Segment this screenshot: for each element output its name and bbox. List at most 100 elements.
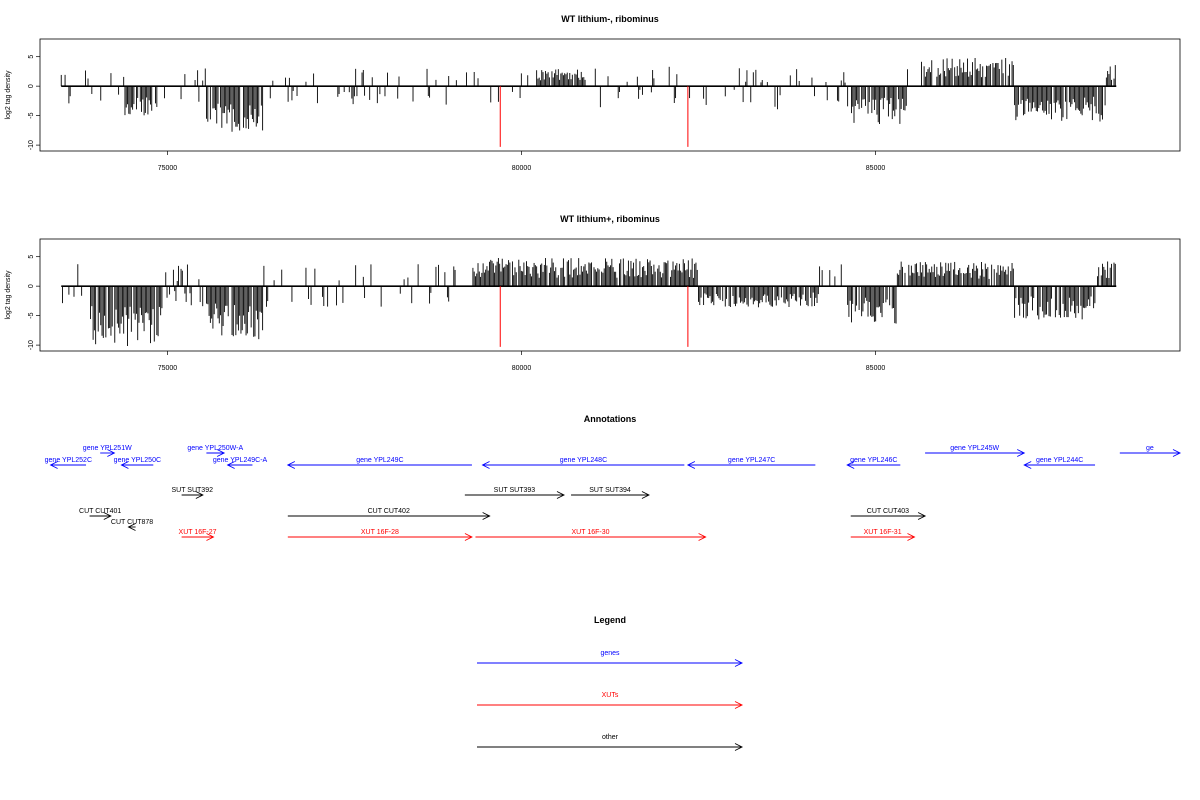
feature-arrowhead (49, 461, 58, 469)
annotation-feature: gene YPL250W-A (187, 445, 243, 457)
legend-panel: Legend genes XUTs other (477, 615, 744, 751)
feature-arrowhead (481, 461, 490, 469)
annotation-feature: SUT SUT394 (571, 487, 650, 499)
feature-label: ge (1146, 445, 1154, 452)
feature-arrowhead (127, 523, 136, 531)
annotation-feature: SUT SUT393 (464, 487, 565, 499)
legend-label: XUTs (602, 692, 619, 699)
feature-label: gene YPL249C (356, 457, 403, 464)
y-tick-label: 5 (28, 55, 35, 59)
density-bars (62, 258, 1116, 346)
feature-arrowhead (195, 491, 204, 499)
feature-label: gene YPL248C (560, 457, 607, 464)
legend-arrowhead (734, 743, 744, 751)
annotation-feature: gene YPL248C (481, 457, 685, 469)
feature-label: gene YPL246C (850, 457, 897, 464)
annotation-feature: XUT 16F-27 (179, 529, 217, 541)
legend-label: other (602, 734, 619, 741)
feature-arrowhead (1017, 449, 1026, 457)
feature-label: CUT CUT403 (867, 508, 909, 515)
feature-arrowhead (120, 461, 129, 469)
annotations-title: Annotations (584, 414, 637, 424)
feature-label: SUT SUT393 (494, 487, 536, 494)
annotation-feature: XUT 16F-31 (850, 529, 916, 541)
feature-label: SUT SUT394 (589, 487, 631, 494)
feature-label: gene YPL252C (45, 457, 92, 464)
feature-arrowhead (641, 491, 650, 499)
annotation-feature: ge (1119, 445, 1182, 457)
x-tick-label: 85000 (866, 165, 886, 172)
plot-frame (39, 38, 1181, 152)
y-tick-label: -5 (28, 112, 35, 118)
feature-label: XUT 16F-28 (361, 529, 399, 536)
feature-arrowhead (846, 461, 855, 469)
legend-item: other (477, 734, 744, 751)
x-tick-label: 80000 (512, 165, 532, 172)
y-tick-label: -10 (28, 340, 35, 350)
feature-label: gene YPL245W (950, 445, 999, 452)
feature-arrowhead (482, 512, 491, 520)
annotation-feature: CUT CUT401 (79, 508, 121, 520)
annotation-feature: XUT 16F-30 (475, 529, 707, 541)
feature-label: CUT CUT402 (368, 508, 410, 515)
y-axis-label: log2 tag density (5, 70, 12, 120)
annotation-feature: gene YPL249C-A (213, 457, 268, 469)
x-tick-label: 80000 (512, 365, 532, 372)
feature-arrowhead (917, 512, 927, 520)
annotation-feature: gene YPL252C (45, 457, 92, 469)
feature-label: CUT CUT401 (79, 508, 121, 515)
y-axis-label: log2 tag density (5, 270, 12, 320)
y-tick-label: 0 (28, 84, 35, 88)
y-tick-label: 5 (28, 255, 35, 259)
feature-label: XUT 16F-30 (572, 529, 610, 536)
feature-label: gene YPL244C (1036, 457, 1083, 464)
feature-label: gene YPL249C-A (213, 457, 268, 464)
feature-arrowhead (698, 533, 707, 541)
x-tick-label: 85000 (866, 365, 886, 372)
feature-label: gene YPL250C (114, 457, 161, 464)
annotation-feature: gene YPL250C (114, 457, 161, 469)
feature-arrowhead (556, 491, 565, 499)
annotation-feature: gene YPL246C (846, 457, 901, 469)
feature-label: XUT 16F-31 (864, 529, 902, 536)
feature-label: gene YPL251W (83, 445, 132, 452)
annotation-feature: SUT SUT392 (171, 487, 213, 499)
legend-arrowhead (734, 701, 744, 709)
feature-arrowhead (206, 533, 215, 541)
legend-arrowhead (734, 659, 744, 667)
legend-title: Legend (594, 615, 626, 625)
legend-label: genes (600, 650, 620, 657)
annotation-feature: XUT 16F-28 (287, 529, 473, 541)
density-bars (60, 58, 1116, 132)
panel-lithium-plus: WT lithium+, ribominus -10 -5 0 5 log2 tag de… (5, 214, 1181, 372)
feature-arrowhead (686, 461, 696, 469)
y-tick-label: -5 (28, 312, 35, 318)
feature-arrowhead (216, 449, 226, 457)
annotation-feature: CUT CUT403 (850, 508, 927, 520)
feature-arrowhead (1172, 449, 1182, 457)
chart-title: WT lithium+, ribominus (560, 214, 660, 224)
feature-arrowhead (907, 533, 916, 541)
panel-lithium-minus: WT lithium-, ribominus -10 -5 0 5 log2 tag de… (5, 14, 1181, 172)
x-tick-label: 75000 (158, 365, 178, 372)
feature-label: gene YPL247C (728, 457, 775, 464)
x-tick-label: 75000 (158, 165, 178, 172)
annotations-panel: Annotations gene YPL251W gene YPL252C gene … (45, 414, 1182, 541)
legend-item: XUTs (477, 692, 744, 709)
feature-arrowhead (1023, 461, 1032, 469)
annotation-feature: gene YPL251W (83, 445, 132, 457)
chart-title: WT lithium-, ribominus (561, 14, 659, 24)
feature-label: XUT 16F-27 (179, 529, 217, 536)
feature-arrowhead (107, 449, 116, 457)
annotation-feature: gene YPL247C (686, 457, 816, 469)
feature-label: CUT CUT878 (111, 519, 153, 526)
feature-label: gene YPL250W-A (187, 445, 243, 452)
annotation-feature: gene YPL245W (925, 445, 1026, 457)
y-tick-label: -10 (28, 140, 35, 150)
annotation-feature: CUT CUT878 (111, 519, 153, 531)
legend-item: genes (477, 650, 744, 667)
feature-label: SUT SUT392 (171, 487, 213, 494)
feature-arrowhead (103, 512, 112, 520)
feature-arrowhead (464, 533, 473, 541)
